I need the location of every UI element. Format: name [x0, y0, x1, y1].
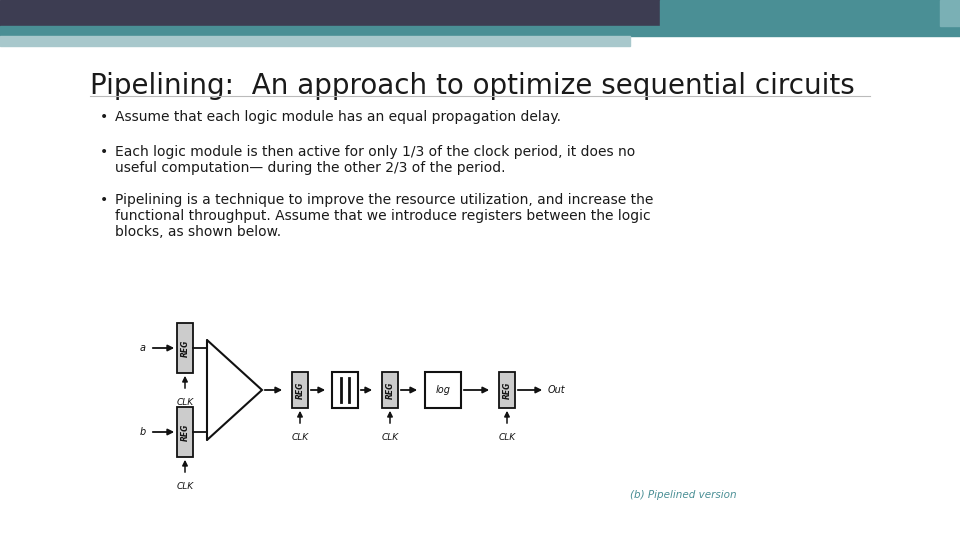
Text: •: •	[100, 145, 108, 159]
Text: Assume that each logic module has an equal propagation delay.: Assume that each logic module has an equ…	[115, 110, 561, 124]
Text: functional throughput. Assume that we introduce registers between the logic: functional throughput. Assume that we in…	[115, 209, 651, 223]
Bar	[0, 36, 630, 46]
Text: a: a	[140, 343, 146, 353]
Text: CLK: CLK	[177, 398, 194, 407]
Text: log: log	[436, 385, 450, 395]
Text: •: •	[100, 193, 108, 207]
Text: useful computation— during the other 2/3 of the period.: useful computation— during the other 2/3…	[115, 161, 506, 175]
Polygon shape	[207, 340, 262, 440]
Bar	[660, 0, 960, 26]
Text: REG: REG	[502, 381, 512, 399]
Text: REG: REG	[386, 381, 395, 399]
Bar	[332, 372, 358, 408]
Text: REG: REG	[180, 339, 189, 357]
Bar	[499, 372, 515, 408]
Text: (b) Pipelined version: (b) Pipelined version	[630, 490, 736, 500]
Text: CLK: CLK	[292, 433, 308, 442]
Text: REG: REG	[180, 423, 189, 441]
Bar	[0, 26, 960, 36]
Bar	[940, 0, 960, 26]
Bar	[292, 372, 308, 408]
Bar	[425, 372, 461, 408]
Text: Each logic module is then active for only 1/3 of the clock period, it does no: Each logic module is then active for onl…	[115, 145, 636, 159]
Bar	[177, 323, 193, 373]
Text: CLK: CLK	[177, 482, 194, 491]
Bar	[382, 372, 398, 408]
Text: Out: Out	[548, 385, 565, 395]
Text: blocks, as shown below.: blocks, as shown below.	[115, 225, 281, 239]
Text: •: •	[100, 110, 108, 124]
Text: Pipelining is a technique to improve the resource utilization, and increase the: Pipelining is a technique to improve the…	[115, 193, 654, 207]
Text: CLK: CLK	[381, 433, 398, 442]
Text: CLK: CLK	[498, 433, 516, 442]
Bar	[177, 407, 193, 457]
Text: REG: REG	[296, 381, 304, 399]
Text: b: b	[140, 427, 146, 437]
Bar	[0, 0, 960, 26]
Text: Pipelining:  An approach to optimize sequential circuits: Pipelining: An approach to optimize sequ…	[90, 72, 854, 100]
